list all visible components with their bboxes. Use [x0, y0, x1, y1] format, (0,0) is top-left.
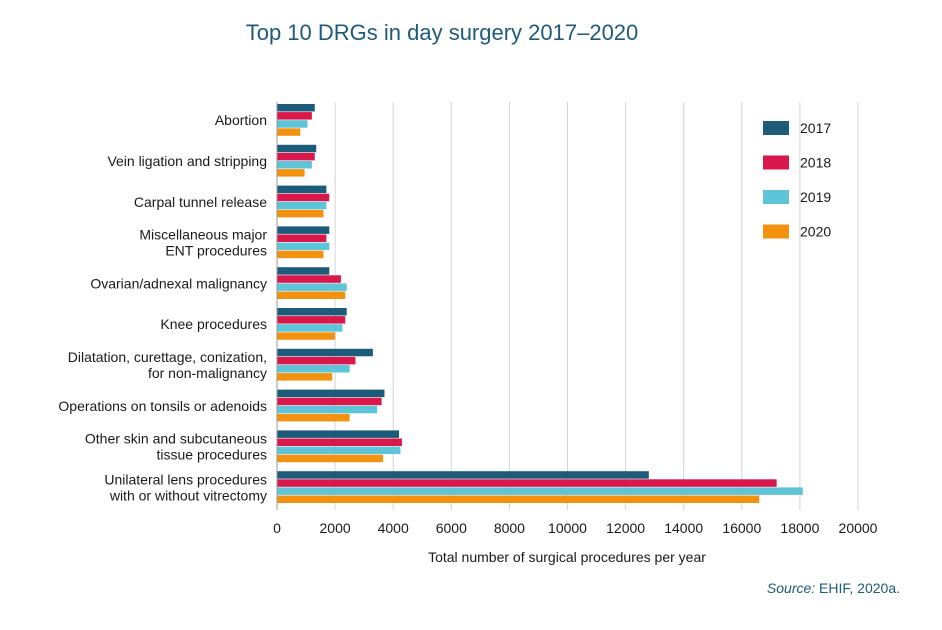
bar [277, 438, 402, 446]
legend-swatch [763, 121, 789, 135]
legend-swatch [763, 155, 789, 170]
bar [277, 308, 347, 316]
bar [277, 389, 385, 398]
x-tick-label: 20000 [839, 520, 878, 536]
bar [277, 348, 373, 357]
bar [277, 275, 341, 283]
category-label: Carpal tunnel release [134, 194, 267, 210]
bar [277, 365, 350, 373]
x-tick-label: 14000 [664, 520, 703, 536]
x-tick-label: 2000 [320, 520, 351, 536]
bar [277, 193, 330, 202]
x-tick-label: 16000 [722, 520, 761, 536]
category-label: Abortion [215, 112, 267, 128]
category-label: Unilateral lens procedures with or withou… [104, 471, 267, 503]
legend-label: 2018 [800, 155, 831, 171]
category-labels: Abortion Vein ligation and stripping Carpa… [58, 112, 267, 503]
bar [277, 397, 382, 406]
source-label: Source: [766, 580, 816, 596]
bar [277, 495, 760, 503]
bar [277, 185, 327, 194]
category-label: Knee procedures [160, 316, 267, 332]
x-tick-label: 6000 [436, 520, 467, 536]
bar [277, 201, 327, 210]
x-tick-label: 12000 [606, 520, 645, 536]
category-label: Ovarian/adnexal malignancy [90, 275, 267, 291]
x-tick-label: 4000 [378, 520, 409, 536]
bar [277, 144, 317, 153]
bar [277, 487, 803, 495]
bar [277, 128, 301, 136]
bar [277, 413, 350, 422]
bar [277, 471, 649, 479]
category-label: Operations on tonsils or adenoids [58, 398, 267, 414]
legend: 2017 2018 2019 2020 [763, 120, 831, 240]
legend-label: 2017 [800, 120, 831, 136]
legend-label: 2020 [800, 224, 831, 240]
legend-label: 2019 [800, 189, 831, 205]
legend-swatch [763, 190, 789, 204]
axes: 0 2000 4000 6000 8000 10000 12000 14000 16000 180… [273, 102, 878, 565]
category-label: Vein ligation and stripping [107, 153, 267, 169]
x-tick-label: 10000 [548, 520, 587, 536]
bar [277, 430, 400, 438]
bar [277, 250, 324, 259]
bar [277, 332, 336, 340]
bar [277, 104, 315, 112]
bar [277, 373, 333, 381]
bar [277, 209, 324, 218]
gridlines [334, 102, 859, 510]
bar [277, 454, 384, 463]
bar [277, 405, 378, 414]
category-label: Other skin and subcutaneous tissue proced… [85, 431, 267, 463]
bar [277, 283, 347, 291]
bar [277, 161, 312, 169]
x-axis-title: Total number of surgical procedures per … [428, 549, 706, 565]
legend-swatch [763, 224, 789, 239]
bar [277, 479, 777, 487]
x-tick-label: 18000 [780, 520, 819, 536]
source-text: EHIF, 2020a. [815, 580, 900, 596]
bar [277, 226, 330, 234]
bar [277, 152, 315, 161]
source-note: Source: EHIF, 2020a. [767, 580, 900, 596]
chart-title: Top 10 DRGs in day surgery 2017–2020 [245, 20, 639, 45]
x-tick-label: 8000 [494, 520, 525, 536]
category-label: Miscellaneous major ENT procedures [139, 227, 267, 259]
bar [277, 356, 356, 365]
bar [277, 267, 330, 275]
bars [277, 104, 803, 503]
x-tick-label: 0 [273, 520, 281, 536]
bar [277, 324, 343, 332]
category-label: Dilatation, curettage, conization, for no… [68, 349, 267, 381]
bar [277, 446, 401, 455]
bar [277, 112, 312, 120]
bar [277, 120, 308, 128]
bar [277, 234, 327, 242]
bar [277, 242, 330, 251]
bar [277, 169, 305, 177]
bar [277, 291, 346, 299]
bar [277, 316, 346, 324]
